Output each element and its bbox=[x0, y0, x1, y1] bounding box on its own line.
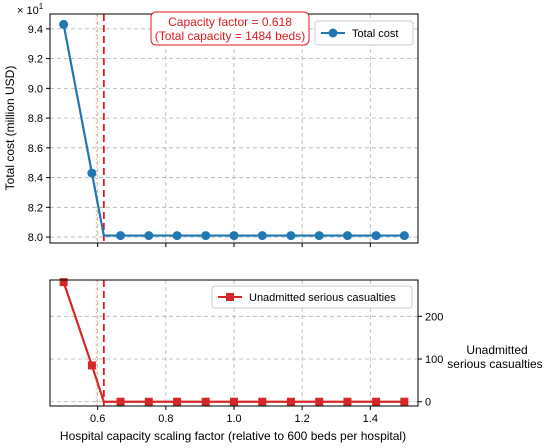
data-point bbox=[372, 397, 381, 406]
bottom-vlines bbox=[95, 280, 105, 406]
top-grid bbox=[50, 14, 418, 243]
data-point bbox=[399, 231, 409, 241]
y-tick-label: 9.2 bbox=[28, 54, 43, 66]
top-legend-marker bbox=[328, 28, 338, 38]
y-tick-label: 8.2 bbox=[28, 202, 43, 214]
y-tick-label: 8.4 bbox=[28, 173, 43, 185]
series-line bbox=[62, 281, 405, 403]
annotation-box: Capacity factor = 0.618 (Total capacity … bbox=[150, 11, 310, 46]
data-point bbox=[172, 231, 182, 241]
x-tick-label: 1.4 bbox=[363, 413, 378, 425]
x-tick-label: 0.6 bbox=[90, 413, 105, 425]
y-tick-label: 200 bbox=[425, 311, 443, 323]
annotation-box-frame bbox=[150, 11, 310, 46]
data-point bbox=[59, 19, 69, 29]
data-point bbox=[342, 231, 352, 241]
data-point bbox=[87, 361, 96, 370]
data-point bbox=[116, 231, 126, 241]
data-point bbox=[59, 278, 68, 287]
data-point bbox=[144, 397, 153, 406]
bottom-x-ticks: 0.6 0.8 1.0 1.2 1.4 bbox=[90, 406, 378, 425]
data-point bbox=[371, 231, 381, 241]
y-tick-label: 0 bbox=[425, 397, 431, 409]
data-point bbox=[230, 397, 238, 406]
y-offset-text: × 101 bbox=[17, 2, 44, 17]
x-tick-label: 1.0 bbox=[226, 413, 241, 425]
data-point bbox=[400, 397, 409, 406]
data-point bbox=[315, 397, 324, 406]
annotation-line-2: (Total capacity = 1484 beds) bbox=[155, 29, 305, 43]
data-point bbox=[286, 231, 296, 241]
x-tick-label: 0.8 bbox=[158, 413, 173, 425]
bottom-panel: 0 100 200 0.6 0.8 1.0 1.2 1.4 Hospital capacit… bbox=[49, 278, 543, 443]
top-y-ticks: 8.0 8.2 8.4 8.6 8.8 9.0 9.2 9.4 bbox=[28, 24, 50, 244]
data-point bbox=[201, 231, 211, 241]
y-tick-label: 9.0 bbox=[28, 83, 43, 95]
bottom-legend-frame bbox=[211, 285, 413, 309]
data-point bbox=[314, 231, 324, 241]
top-panel: 8.0 8.2 8.4 8.6 8.8 9.0 9.2 9.4 × 101 Total cos… bbox=[3, 2, 419, 247]
y-tick-label: 100 bbox=[425, 354, 443, 366]
data-point bbox=[257, 231, 267, 241]
data-point bbox=[343, 397, 352, 406]
series-line bbox=[62, 24, 405, 237]
annotation-line-1: Capacity factor = 0.618 bbox=[168, 15, 292, 29]
data-point bbox=[258, 397, 267, 406]
bottom-x-axis-label: Hospital capacity scaling factor (relati… bbox=[60, 429, 406, 443]
y-tick-label: 9.4 bbox=[28, 24, 43, 36]
data-point bbox=[229, 231, 239, 241]
bottom-series bbox=[59, 278, 409, 406]
top-legend: Total cost bbox=[314, 20, 414, 46]
top-series bbox=[59, 19, 409, 241]
data-point bbox=[87, 168, 97, 178]
top-legend-label: Total cost bbox=[352, 28, 398, 40]
data-point bbox=[173, 397, 182, 406]
top-y-axis-label: Total cost (million USD) bbox=[3, 66, 17, 191]
bottom-y-ticks: 0 100 200 bbox=[418, 311, 443, 409]
bottom-legend-label: Unadmitted serious casualties bbox=[249, 292, 396, 304]
data-point bbox=[144, 231, 154, 241]
data-point bbox=[116, 397, 125, 406]
bottom-y-axis-label-line-1: Unadmitted bbox=[466, 343, 527, 357]
bottom-y-axis-label-line-2: serious casualties bbox=[447, 357, 542, 371]
y-tick-label: 8.0 bbox=[28, 232, 43, 244]
top-vlines bbox=[95, 14, 105, 243]
x-tick-label: 1.2 bbox=[294, 413, 309, 425]
data-point bbox=[286, 397, 295, 406]
y-tick-label: 8.6 bbox=[28, 143, 43, 155]
top-x-ticks bbox=[97, 243, 371, 247]
data-point bbox=[201, 397, 210, 406]
top-legend-frame bbox=[314, 20, 414, 46]
bottom-legend: Unadmitted serious casualties bbox=[211, 285, 413, 309]
y-tick-label: 8.8 bbox=[28, 113, 43, 125]
bottom-legend-marker bbox=[226, 293, 234, 301]
